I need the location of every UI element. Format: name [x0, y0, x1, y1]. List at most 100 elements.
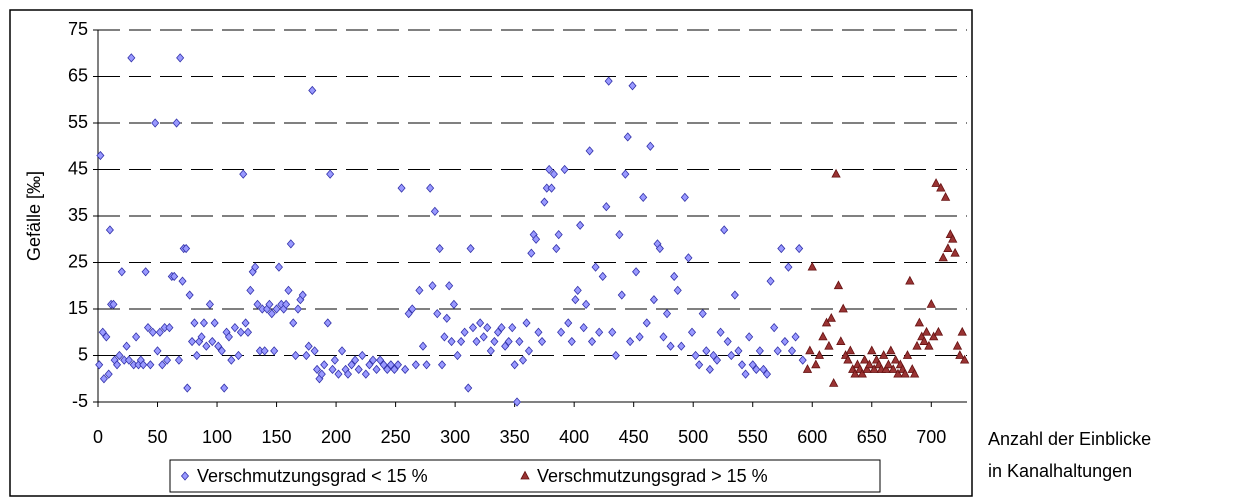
data-point [843, 354, 853, 364]
data-point [755, 346, 764, 356]
data-point [185, 290, 194, 300]
data-point [567, 336, 576, 347]
data-point [253, 299, 262, 309]
data-point [411, 360, 420, 370]
data-point [867, 345, 877, 355]
data-point [702, 346, 711, 356]
data-point [741, 369, 750, 379]
data-point [784, 262, 793, 272]
data-point [178, 276, 187, 286]
data-point [598, 271, 607, 282]
data-point [902, 350, 913, 359]
data-point [623, 132, 632, 142]
data-point [334, 369, 343, 379]
data-point [267, 309, 276, 319]
x-tick-label: 100 [202, 427, 232, 447]
data-point [802, 364, 813, 373]
data-point [109, 299, 118, 309]
data-point [365, 360, 374, 370]
data-point [579, 322, 588, 333]
data-point [716, 327, 725, 337]
data-point [795, 243, 804, 254]
data-point [948, 233, 958, 243]
data-point [190, 318, 199, 328]
data-point [933, 326, 944, 336]
data-point [182, 243, 191, 254]
x-tick-label: 400 [559, 427, 589, 447]
data-point [582, 299, 591, 309]
data-point [545, 164, 554, 175]
data-point [361, 369, 370, 379]
data-point [274, 262, 283, 272]
data-point [929, 331, 939, 341]
data-point [730, 290, 739, 300]
data-point [762, 369, 772, 379]
data-point [493, 327, 503, 337]
data-point [552, 243, 561, 254]
data-point [270, 346, 279, 356]
data-point [608, 327, 617, 337]
data-point [831, 168, 841, 178]
data-point [585, 146, 594, 156]
data-point [227, 355, 236, 365]
data-point [734, 346, 743, 356]
data-point [626, 336, 635, 347]
data-point [821, 317, 832, 327]
data-point [512, 397, 522, 407]
data-point [289, 318, 298, 328]
data-point [879, 350, 889, 359]
data-point [549, 169, 558, 179]
data-point [418, 341, 428, 351]
data-point [308, 85, 317, 96]
data-point [554, 229, 563, 240]
data-point [611, 350, 620, 361]
data-point [351, 355, 360, 365]
data-point [924, 340, 934, 350]
data-point [642, 318, 651, 328]
y-axis-label: Gefälle [‰] [24, 171, 44, 261]
data-point [460, 327, 469, 337]
data-point [317, 369, 326, 379]
x-tick-label: 300 [440, 427, 470, 447]
data-point [602, 202, 611, 212]
data-point [124, 355, 133, 365]
data-point [836, 336, 846, 345]
data-point [955, 350, 965, 359]
data-point [571, 295, 580, 305]
data-point [490, 336, 499, 347]
data-point [811, 359, 821, 369]
data-point [508, 322, 517, 333]
data-point [632, 267, 641, 277]
x-tick-label: 500 [678, 427, 708, 447]
data-point [666, 341, 675, 351]
data-point [687, 327, 697, 337]
data-point [151, 118, 160, 128]
x-tick-label: 350 [500, 427, 530, 447]
data-point [595, 327, 604, 337]
data-point [372, 364, 381, 375]
data-point [246, 285, 255, 296]
data-point [938, 252, 948, 262]
data-point [447, 336, 456, 347]
data-point [737, 360, 747, 370]
data-point [122, 341, 131, 351]
data-point [217, 346, 226, 356]
data-point [890, 354, 901, 364]
data-point [824, 340, 834, 350]
chart-frame [9, 9, 973, 497]
data-point [243, 327, 253, 337]
x-axis-label: Anzahl der Einblicke [988, 429, 1151, 449]
data-point [401, 364, 410, 375]
data-point [435, 243, 444, 254]
data-point [476, 318, 485, 328]
data-point [720, 225, 729, 235]
data-point [393, 360, 403, 370]
data-point [617, 290, 626, 300]
data-point [628, 81, 637, 91]
data-point [192, 350, 201, 361]
data-point [483, 322, 492, 333]
data-point [139, 360, 148, 370]
data-point [188, 336, 197, 347]
data-point [453, 350, 462, 361]
data-point [430, 206, 439, 216]
